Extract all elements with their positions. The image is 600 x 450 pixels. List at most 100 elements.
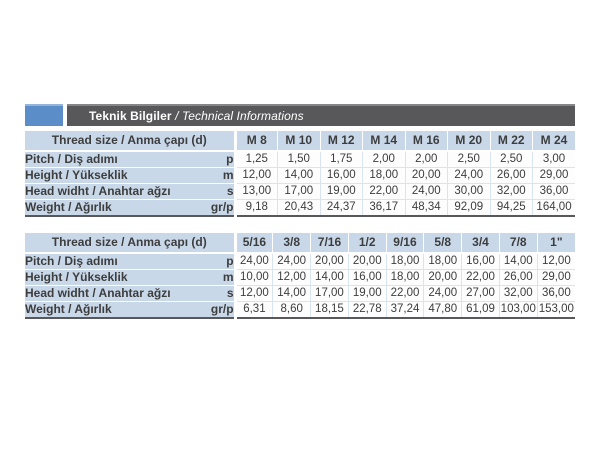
value-cell: 22,00 — [385, 285, 424, 302]
value-cell: 16,00 — [461, 253, 500, 270]
column-header: M 24 — [532, 131, 576, 152]
value-cell: 6,31 — [233, 301, 273, 319]
row-unit-symbol: s — [190, 183, 236, 200]
column-header: M 22 — [489, 131, 533, 152]
value-cell: 18,15 — [310, 301, 349, 319]
thread-size-header: Thread size / Anma çapı (d) — [25, 233, 236, 254]
title-bar: Teknik Bilgiler / Technical Informations — [25, 104, 575, 126]
value-cell: 24,37 — [319, 199, 363, 217]
row-label: Height / Yükseklik — [25, 269, 191, 286]
table-header-row: Thread size / Anma çapı (d) 5/16 3/8 7/16 1/… — [25, 233, 575, 254]
value-cell: 24,00 — [447, 167, 491, 184]
value-cell: 12,00 — [272, 269, 311, 286]
value-cell: 14,00 — [272, 285, 311, 302]
value-cell: 61,09 — [461, 301, 500, 319]
value-cell: 30,00 — [447, 183, 491, 200]
thread-size-header: Thread size / Anma çapı (d) — [25, 131, 236, 152]
value-cell: 22,00 — [362, 183, 406, 200]
value-cell: 36,00 — [536, 285, 575, 302]
value-cell: 2,00 — [362, 151, 406, 168]
row-label: Pitch / Diş adımı — [25, 253, 191, 270]
value-cell: 17,00 — [310, 285, 349, 302]
value-cell: 20,00 — [310, 253, 349, 270]
table-row: Head widht / Anahtar ağzı s 12,00 14,00 17,0… — [25, 285, 575, 302]
value-cell: 20,00 — [423, 269, 462, 286]
column-header: 5/16 — [233, 233, 273, 254]
value-cell: 32,00 — [498, 285, 538, 302]
table-row: Head widht / Anahtar ağzı s 13,00 17,00 19,0… — [25, 183, 576, 200]
value-cell: 92,09 — [447, 199, 491, 217]
value-cell: 8,60 — [272, 301, 311, 319]
column-header: 1" — [536, 233, 575, 254]
column-header: 3/8 — [272, 233, 311, 254]
column-header: M 14 — [362, 131, 406, 152]
column-header: M 20 — [447, 131, 491, 152]
value-cell: 2,50 — [447, 151, 491, 168]
table-row: Pitch / Diş adımı p 24,00 24,00 20,00 20,00 18… — [25, 253, 575, 270]
column-header: 7/16 — [310, 233, 349, 254]
value-cell: 16,00 — [319, 167, 363, 184]
value-cell: 20,43 — [277, 199, 321, 217]
row-label: Pitch / Diş adımı — [25, 151, 190, 168]
value-cell: 2,50 — [489, 151, 533, 168]
value-cell: 37,24 — [385, 301, 424, 319]
value-cell: 18,00 — [362, 167, 406, 184]
value-cell: 12,00 — [233, 167, 278, 184]
value-cell: 24,00 — [404, 183, 448, 200]
title-accent-square — [25, 104, 63, 126]
value-cell: 13,00 — [233, 183, 278, 200]
value-cell: 26,00 — [489, 167, 533, 184]
column-header: 5/8 — [423, 233, 462, 254]
value-cell: 24,00 — [423, 285, 462, 302]
row-unit-symbol: m — [190, 167, 236, 184]
row-unit-symbol: p — [190, 151, 236, 168]
table-row: Weight / Ağırlık gr/p 9,18 20,43 24,37 36,17 4… — [25, 199, 576, 217]
value-cell: 1,75 — [319, 151, 363, 168]
value-cell: 1,25 — [233, 151, 278, 168]
table-row: Weight / Ağırlık gr/p 6,31 8,60 18,15 22,78 37… — [25, 301, 575, 319]
value-cell: 16,00 — [347, 269, 387, 286]
value-cell: 19,00 — [319, 183, 363, 200]
value-cell: 36,00 — [532, 183, 576, 200]
value-cell: 2,00 — [404, 151, 448, 168]
column-header: 1/2 — [347, 233, 387, 254]
section-title-turkish: Teknik Bilgiler — [89, 109, 172, 123]
row-unit-symbol: m — [190, 269, 236, 286]
value-cell: 12,00 — [536, 253, 575, 270]
value-cell: 22,00 — [461, 269, 500, 286]
value-cell: 20,00 — [404, 167, 448, 184]
column-header: M 12 — [319, 131, 363, 152]
value-cell: 18,00 — [385, 253, 424, 270]
value-cell: 24,00 — [233, 253, 273, 270]
column-header: 3/4 — [461, 233, 500, 254]
section-title: Teknik Bilgiler / Technical Informations — [67, 104, 575, 126]
section-title-english: Technical Informations — [181, 109, 304, 123]
row-label: Height / Yükseklik — [25, 167, 190, 184]
value-cell: 36,17 — [362, 199, 406, 217]
value-cell: 32,00 — [489, 183, 533, 200]
value-cell: 14,00 — [277, 167, 321, 184]
value-cell: 22,78 — [347, 301, 387, 319]
row-label: Head widht / Anahtar ağzı — [25, 285, 191, 302]
table-row: Height / Yükseklik m 12,00 14,00 16,00 18,00 2… — [25, 167, 576, 184]
value-cell: 48,34 — [404, 199, 448, 217]
value-cell: 1,50 — [277, 151, 321, 168]
spec-table-2: Thread size / Anma çapı (d) 5/16 3/8 7/16 1/… — [25, 233, 575, 319]
value-cell: 29,00 — [536, 269, 575, 286]
value-cell: 94,25 — [489, 199, 533, 217]
value-cell: 19,00 — [347, 285, 387, 302]
value-cell: 20,00 — [347, 253, 387, 270]
section-title-separator: / — [171, 109, 182, 123]
value-cell: 17,00 — [277, 183, 321, 200]
table-row: Height / Yükseklik m 10,00 12,00 14,00 16,00 1… — [25, 269, 575, 286]
column-header: M 8 — [233, 131, 278, 152]
column-header: 7/8 — [498, 233, 538, 254]
value-cell: 12,00 — [233, 285, 273, 302]
value-cell: 164,00 — [532, 199, 576, 217]
value-cell: 3,00 — [532, 151, 576, 168]
value-cell: 24,00 — [272, 253, 311, 270]
